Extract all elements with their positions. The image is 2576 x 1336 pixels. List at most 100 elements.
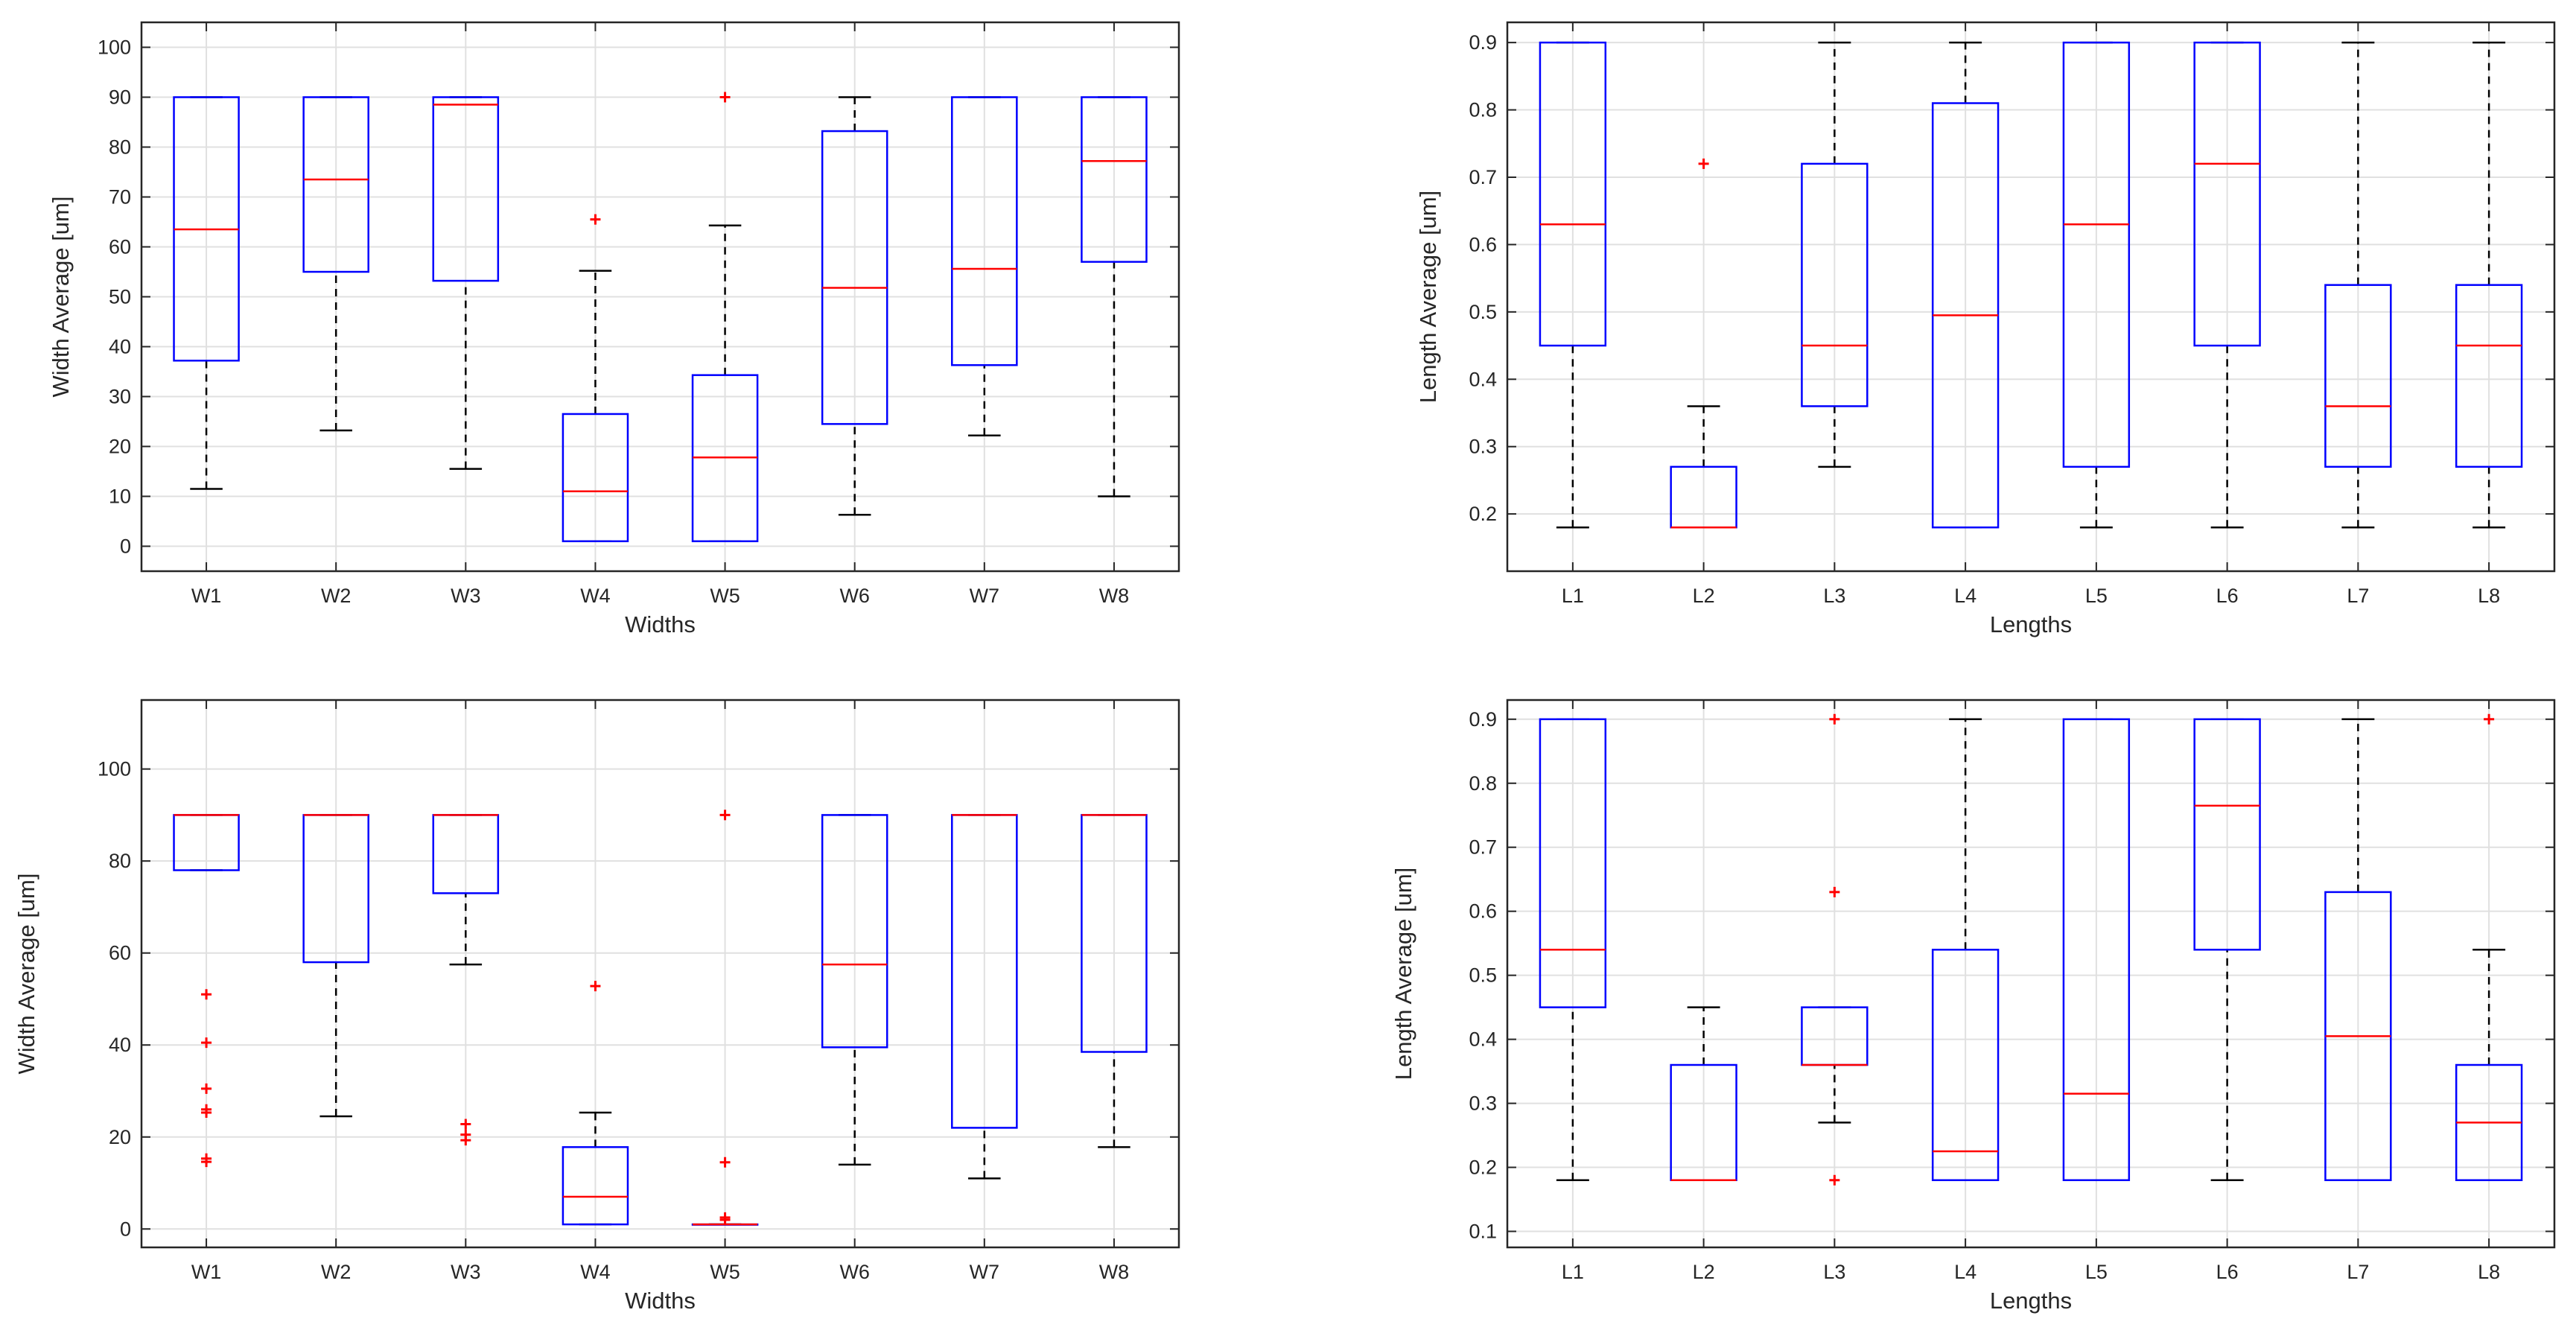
box-iqr [2062, 718, 2131, 1181]
x-tick-label: L4 [1954, 585, 1976, 607]
y-tick-label: 0 [120, 535, 131, 558]
x-tick-label: L8 [2478, 1261, 2500, 1283]
y-tick-label: 20 [109, 436, 131, 458]
y-tick-label: 0.9 [1469, 708, 1497, 731]
x-tick-label: W6 [839, 585, 870, 607]
box-W8 [1081, 814, 1148, 1148]
x-tick-label: W3 [451, 585, 481, 607]
outlier-marker [719, 92, 731, 103]
outlier-marker [719, 809, 731, 821]
box-W3 [432, 814, 500, 1146]
y-tick-label: 60 [109, 942, 131, 964]
y-tick-label: 0.4 [1469, 1028, 1497, 1051]
box-W6 [821, 96, 888, 516]
outlier-marker [1698, 158, 1709, 169]
y-tick-label: 0.6 [1469, 233, 1497, 255]
x-tick-label: L3 [1823, 585, 1845, 607]
x-tick-label: W2 [321, 1261, 352, 1283]
y-tick-label: 50 [109, 286, 131, 308]
x-tick-label: L5 [2085, 585, 2108, 607]
y-tick-label: 0.6 [1469, 900, 1497, 923]
y-tick-label: 70 [109, 186, 131, 209]
y-tick-label: 40 [109, 336, 131, 358]
box-iqr [1539, 41, 1607, 347]
panel-widths-bottom: 0 20 40 60 80 100 W1 W2 W3 W4 W5 W6 W7 W8 Widths Width … [13, 699, 1180, 1314]
outlier-marker [460, 1119, 471, 1130]
x-tick-label: W7 [970, 1261, 1000, 1283]
x-tick-label: W6 [839, 1261, 870, 1283]
box-W2 [302, 96, 369, 432]
outlier-marker [590, 981, 601, 992]
y-tick-label: 0.1 [1469, 1221, 1497, 1243]
box-iqr [821, 814, 888, 1049]
box-L2 [1670, 158, 1737, 529]
x-tick-label: L3 [1823, 1261, 1845, 1283]
box-L3 [1801, 713, 1869, 1186]
panel-widths-top: 0 10 20 30 40 50 60 70 80 90 100 W1 W2 W3 W4 W5 W6 W7 W8 Wi… [48, 21, 1180, 637]
x-tick-label: W5 [710, 1261, 740, 1283]
box-L1 [1539, 41, 1607, 529]
x-axis-label: Widths [625, 1288, 696, 1314]
y-axis-label: Width Average [um] [48, 197, 74, 398]
outlier-marker [201, 1083, 212, 1094]
outlier-marker [460, 1135, 471, 1146]
x-tick-label: L5 [2085, 1261, 2108, 1283]
outlier-marker [201, 989, 212, 1000]
y-tick-label: 0.8 [1469, 99, 1497, 121]
outlier-marker [719, 1214, 731, 1225]
box-W1 [173, 96, 240, 490]
x-axis-label: Lengths [1990, 611, 2072, 637]
box-L3 [1801, 41, 1869, 468]
box-W4 [562, 214, 629, 543]
box-L6 [2193, 718, 2261, 1181]
outlier-marker [719, 1157, 731, 1168]
box-iqr [821, 130, 888, 425]
box-iqr [432, 96, 500, 282]
box-W5 [691, 809, 759, 1226]
box-L4 [1931, 41, 2000, 529]
y-tick-label: 0.4 [1469, 368, 1497, 390]
y-tick-label: 80 [109, 136, 131, 159]
x-tick-label: W5 [710, 585, 740, 607]
y-axis-label: Length Average [um] [1415, 191, 1441, 404]
box-iqr [1539, 718, 1607, 1008]
y-tick-label: 40 [109, 1034, 131, 1056]
x-tick-label: L1 [1562, 1261, 1584, 1283]
y-tick-label: 0.5 [1469, 301, 1497, 323]
box-iqr [562, 1146, 629, 1226]
y-tick-label: 80 [109, 850, 131, 872]
outlier-marker [2484, 713, 2495, 725]
x-tick-label: L4 [1954, 1261, 1976, 1283]
y-tick-label: 0.5 [1469, 964, 1497, 987]
y-tick-label: 10 [109, 486, 131, 508]
x-tick-label: W8 [1099, 1261, 1130, 1283]
box-iqr [2455, 284, 2523, 468]
y-tick-label: 60 [109, 236, 131, 258]
x-tick-label: L6 [2216, 585, 2239, 607]
outlier-marker [201, 1107, 212, 1119]
outlier-marker [1829, 1174, 1840, 1186]
outlier-marker [590, 214, 601, 225]
x-axis-label: Lengths [1990, 1288, 2072, 1314]
box-iqr [2062, 41, 2131, 468]
box-L8 [2455, 713, 2523, 1181]
y-tick-label: 0.2 [1469, 503, 1497, 525]
outlier-marker [1829, 713, 1840, 725]
axes-frame [140, 699, 1180, 1249]
panel-lengths-top: 0.2 0.3 0.4 0.5 0.6 0.7 0.8 0.9 L1 L2 L3 L4 L5 L6 L7 L8… [1415, 21, 2556, 637]
box-L7 [2324, 718, 2392, 1181]
box-L1 [1539, 718, 1607, 1181]
axes-frame [1506, 699, 2556, 1249]
box-iqr [2193, 718, 2261, 951]
box-L5 [2062, 41, 2131, 529]
y-tick-label: 90 [109, 86, 131, 109]
box-L4 [1931, 718, 2000, 1181]
box-iqr [2193, 41, 2261, 347]
box-iqr [302, 96, 369, 273]
x-tick-label: L7 [2347, 1261, 2369, 1283]
y-tick-label: 0 [120, 1218, 131, 1240]
x-tick-label: W8 [1099, 585, 1130, 607]
y-tick-label: 0.3 [1469, 436, 1497, 458]
outlier-marker [201, 1157, 212, 1168]
